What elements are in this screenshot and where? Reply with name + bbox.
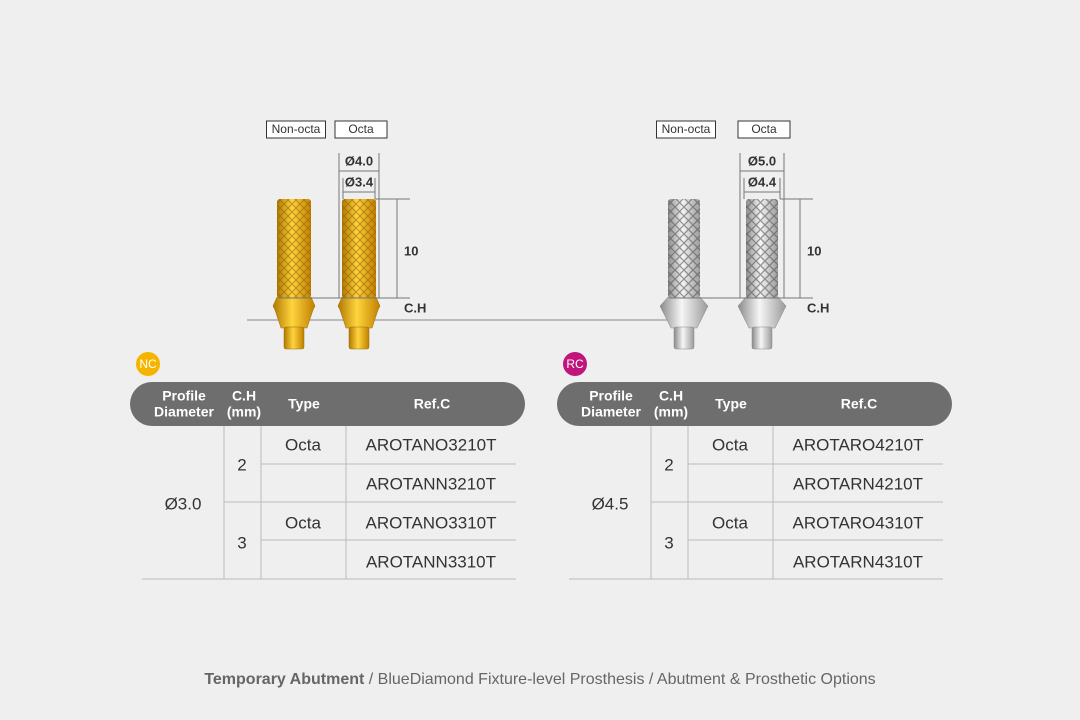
type-label-box bbox=[266, 120, 326, 139]
badge-text: NC bbox=[139, 357, 157, 371]
abutment-collar bbox=[272, 296, 316, 329]
ch-cell: 3 bbox=[664, 533, 673, 552]
dimension-outer: Ø5.0 bbox=[748, 153, 776, 168]
type-label: Octa bbox=[348, 122, 374, 136]
type-label-box bbox=[737, 120, 791, 139]
abutment-post bbox=[673, 326, 695, 350]
badge-text: RC bbox=[566, 357, 584, 371]
ch-cell: 3 bbox=[237, 533, 246, 552]
footer: Temporary Abutment / BlueDiamond Fixture… bbox=[204, 671, 875, 688]
type-label: Non-octa bbox=[662, 122, 711, 136]
abutment-collar bbox=[659, 296, 709, 329]
diameter-cell: Ø4.5 bbox=[592, 494, 629, 513]
dimension-height: 10 bbox=[404, 243, 418, 258]
header-cell: Ref.C bbox=[841, 396, 878, 412]
type-label-box bbox=[334, 120, 388, 139]
abutment-hatch bbox=[668, 199, 700, 298]
ch-cell: 2 bbox=[237, 455, 246, 474]
table-header bbox=[557, 382, 952, 426]
ref-cell: AROTARO4310T bbox=[792, 513, 923, 532]
type-cell: Octa bbox=[712, 513, 748, 532]
ref-cell: AROTARN4310T bbox=[793, 552, 923, 571]
header-cell: Diameter bbox=[154, 404, 214, 420]
dimension-ch: C.H bbox=[807, 300, 829, 315]
header-cell: C.H bbox=[659, 388, 683, 404]
ref-cell: AROTARN4210T bbox=[793, 474, 923, 493]
header-cell: Diameter bbox=[581, 404, 641, 420]
header-cell: Profile bbox=[162, 388, 206, 404]
dimension-outer: Ø4.0 bbox=[345, 153, 373, 168]
type-cell: Octa bbox=[285, 435, 321, 454]
ref-cell: AROTANO3310T bbox=[365, 513, 496, 532]
type-cell: Octa bbox=[285, 513, 321, 532]
abutment-post bbox=[751, 326, 773, 350]
abutment-post bbox=[348, 326, 370, 350]
header-cell: C.H bbox=[232, 388, 256, 404]
abutment-post bbox=[283, 326, 305, 350]
dimension-height: 10 bbox=[807, 243, 821, 258]
abutment-collar bbox=[737, 296, 787, 329]
ref-cell: AROTANN3310T bbox=[366, 552, 496, 571]
dimension-inner: Ø3.4 bbox=[345, 174, 374, 189]
type-label-box bbox=[656, 120, 716, 139]
ref-cell: AROTARO4210T bbox=[792, 435, 923, 454]
header-cell: Ref.C bbox=[414, 396, 451, 412]
dimension-ch: C.H bbox=[404, 300, 426, 315]
header-cell: (mm) bbox=[227, 404, 261, 420]
table-header bbox=[130, 382, 525, 426]
footer-bold: Temporary Abutment bbox=[204, 671, 365, 688]
abutment-hatch bbox=[277, 199, 311, 298]
type-label: Non-octa bbox=[272, 122, 321, 136]
abutment-hatch bbox=[342, 199, 376, 298]
abutment-hatch bbox=[746, 199, 778, 298]
badge bbox=[563, 352, 587, 376]
header-cell: Type bbox=[288, 396, 320, 412]
ref-cell: AROTANN3210T bbox=[366, 474, 496, 493]
footer-rest: / BlueDiamond Fixture-level Prosthesis /… bbox=[364, 671, 875, 688]
type-label: Octa bbox=[751, 122, 777, 136]
header-cell: Type bbox=[715, 396, 747, 412]
badge bbox=[136, 352, 160, 376]
header-cell: (mm) bbox=[654, 404, 688, 420]
diameter-cell: Ø3.0 bbox=[165, 494, 202, 513]
header-cell: Profile bbox=[589, 388, 633, 404]
ref-cell: AROTANO3210T bbox=[365, 435, 496, 454]
abutment-collar bbox=[337, 296, 381, 329]
type-cell: Octa bbox=[712, 435, 748, 454]
ch-cell: 2 bbox=[664, 455, 673, 474]
dimension-inner: Ø4.4 bbox=[748, 174, 777, 189]
